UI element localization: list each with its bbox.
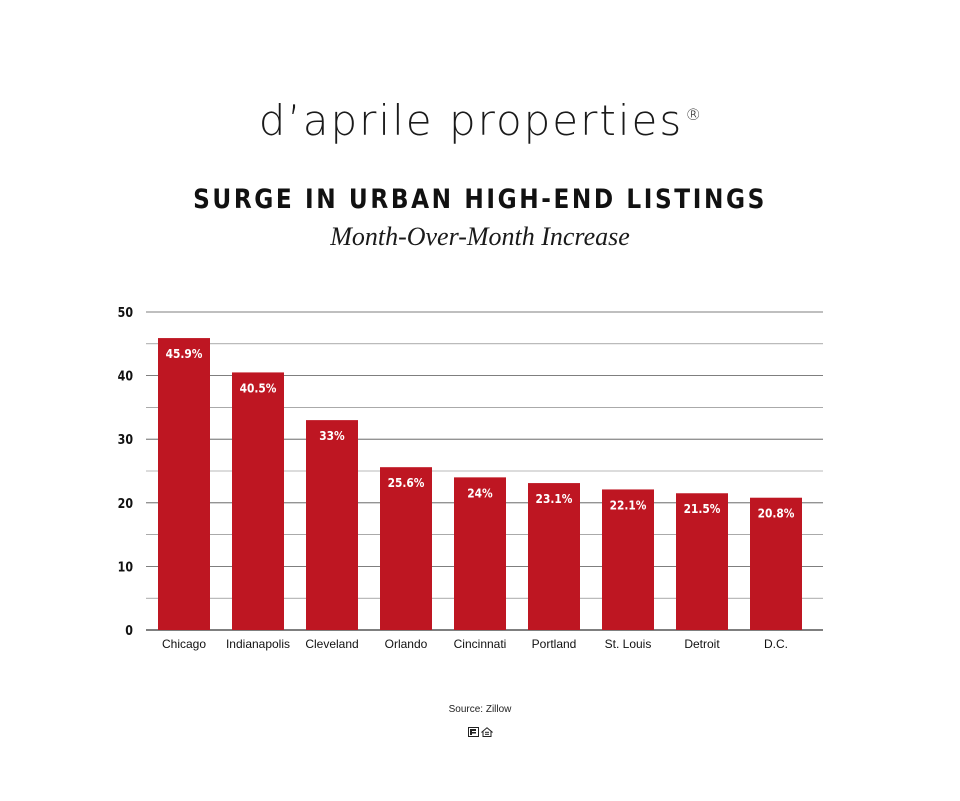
x-tick-label: Indianapolis: [226, 637, 290, 651]
footer-icons: [468, 727, 493, 737]
bar-data-label: 45.9%: [166, 346, 203, 361]
y-tick-label: 40: [118, 369, 133, 384]
x-tick-label: Orlando: [385, 637, 428, 651]
bar-data-label: 40.5%: [240, 381, 277, 396]
bar-labels: 45.9% 40.5% 33% 25.6% 24% 23.1% 22.1% 21.5% 20.8…: [166, 346, 795, 521]
realtor-logo-icon: [468, 727, 479, 737]
bar: [454, 477, 506, 630]
chart-title: SURGE IN URBAN HIGH-END LISTINGS: [193, 184, 767, 215]
equal-housing-icon: [481, 727, 493, 737]
brand-name: d’aprile properties: [258, 96, 684, 145]
y-tick-label: 20: [118, 496, 133, 511]
bar: [750, 497, 802, 630]
x-tick-label: Portland: [532, 637, 577, 651]
x-tick-label: D.C.: [764, 637, 788, 651]
bar: [380, 467, 432, 630]
x-tick-label: Cleveland: [305, 637, 358, 651]
bar: [676, 493, 728, 630]
bar-data-label: 21.5%: [684, 501, 721, 516]
registered-mark: ®: [685, 105, 702, 124]
bar-data-label: 25.6%: [388, 475, 425, 490]
x-tick-label: St. Louis: [605, 637, 652, 651]
y-tick-label: 10: [118, 560, 133, 575]
bars: [158, 338, 802, 630]
chart-subtitle: Month-Over-Month Increase: [330, 222, 630, 251]
x-tick-label: Chicago: [162, 637, 206, 651]
bar-data-label: 23.1%: [536, 491, 573, 506]
y-tick-label: 50: [118, 305, 133, 320]
bar-data-label: 33%: [319, 428, 345, 443]
bar: [602, 489, 654, 630]
x-axis-ticks: Chicago Indianapolis Cleveland Orlando Cinci…: [162, 637, 788, 651]
bar-data-label: 24%: [467, 486, 493, 501]
y-tick-label: 0: [125, 623, 133, 638]
y-tick-label: 30: [118, 432, 133, 447]
bar: [528, 483, 580, 630]
y-axis-ticks: 0 10 20 30 40 50: [118, 305, 133, 638]
bar: [232, 372, 284, 630]
x-tick-label: Detroit: [684, 637, 720, 651]
source-note: Source: Zillow: [448, 704, 512, 715]
bar: [306, 420, 358, 630]
brand-logo: d’aprile properties ®: [0, 96, 960, 145]
x-tick-label: Cincinnati: [454, 637, 507, 651]
bar-data-label: 20.8%: [758, 506, 795, 521]
bar-data-label: 22.1%: [610, 498, 647, 513]
bar: [158, 338, 210, 630]
